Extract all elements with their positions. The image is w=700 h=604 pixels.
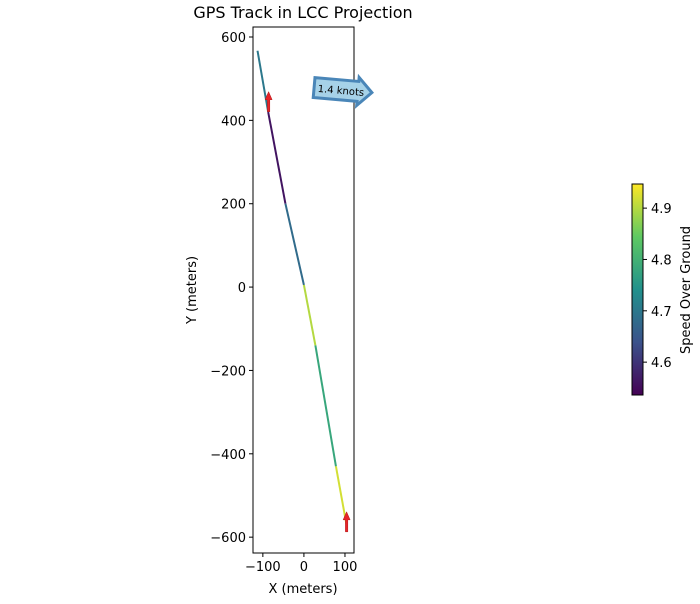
track-segment-3 [302, 284, 317, 346]
x-tick-label: 0 [300, 560, 308, 575]
colorbar-label: Speed Over Ground [679, 226, 694, 354]
colorbar-tick-label: 4.8 [651, 253, 672, 268]
colorbar-tick-label: 4.9 [651, 202, 672, 217]
speed-annotation: 1.4 knots [311, 73, 374, 109]
colorbar [631, 183, 644, 396]
annotation-arrow-box [311, 73, 374, 109]
track-segment-2 [284, 203, 305, 286]
track-segment-0 [256, 50, 270, 113]
y-tick-label: −400 [210, 448, 246, 463]
y-tick-label: 400 [221, 114, 246, 129]
heading-arrow-1 [342, 511, 351, 533]
y-axis-label: Y (meters) [185, 256, 200, 325]
y-tick-label: 600 [221, 31, 246, 46]
colorbar-tick-label: 4.6 [651, 356, 672, 371]
annotation-text: 1.4 knots [317, 84, 364, 99]
x-tick-label: −100 [245, 560, 281, 575]
x-tick-label: 100 [333, 560, 358, 575]
chart-title: GPS Track in LCC Projection [193, 3, 412, 22]
y-tick-label: −600 [210, 531, 246, 546]
colorbar-tick-label: 4.7 [651, 305, 672, 320]
y-tick-label: 200 [221, 198, 246, 213]
x-axis-label: X (meters) [268, 582, 337, 597]
track-segment-4 [314, 345, 337, 467]
y-tick-label: 0 [238, 281, 246, 296]
track-segment-1 [267, 111, 287, 204]
heading-arrow-0 [264, 91, 273, 112]
y-tick-label: −200 [210, 364, 246, 379]
